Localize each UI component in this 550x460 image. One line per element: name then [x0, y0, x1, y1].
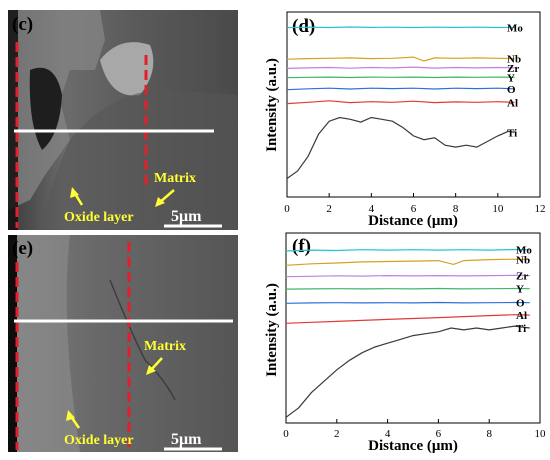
- chart-f: (f) Distance (μm) Intensity (a.u.) 0 2 4 6 8…: [264, 232, 546, 454]
- matrix-label-c: Matrix: [154, 171, 196, 186]
- series-line-mo-f: [285, 248, 530, 252]
- oxide-arrowhead-c: [70, 187, 79, 198]
- series-group-f: [285, 248, 530, 418]
- scale-bar-label-e: 5μm: [171, 431, 202, 448]
- x-tick-label-f: 2: [334, 428, 340, 440]
- matrix-surface: [40, 90, 238, 230]
- series-label-al-d: Al: [507, 97, 518, 109]
- oxide-arrowhead-e: [66, 410, 75, 421]
- series-line-zr-f: [285, 274, 530, 278]
- series-label-zr-f: Zr: [516, 271, 528, 283]
- series-label-y-d: Y: [507, 72, 515, 84]
- x-tick-label-d: 4: [369, 203, 375, 215]
- series-line-nb-d: [286, 56, 515, 62]
- series-label-o-d: O: [507, 84, 516, 96]
- series-label-ti-f: Ti: [516, 323, 526, 335]
- x-tick-label-f: 10: [535, 428, 547, 440]
- series-line-zr-d: [286, 66, 515, 69]
- sem-panel-e: (e) Matrix Oxide layer 5μm: [8, 235, 238, 452]
- panel-letter-d: (d): [292, 16, 315, 37]
- oxide-texture-e: [17, 235, 80, 452]
- series-line-al-f: [285, 314, 530, 324]
- x-axis-title-f: Distance (μm): [368, 438, 458, 454]
- panel-letter-f: (f): [292, 236, 311, 257]
- scale-bar-label-c: 5μm: [171, 208, 202, 225]
- series-line-mo-d: [286, 26, 515, 29]
- x-ticks-f: 0 2 4 6 8 10: [283, 419, 546, 440]
- x-tick-label-f: 4: [385, 428, 391, 440]
- crack-e: [109, 279, 176, 401]
- sem-panel-c: (c) Matrix Oxide layer 5μm: [8, 10, 238, 230]
- series-line-al-d: [286, 100, 515, 105]
- y-axis-title-d: Intensity (a.u.): [264, 58, 280, 152]
- particle: [100, 42, 154, 96]
- x-tick-label-d: 6: [411, 203, 417, 215]
- series-label-nb-d: Nb: [507, 54, 521, 66]
- series-label-zr-d: Zr: [507, 63, 519, 75]
- x-tick-label-d: 2: [326, 203, 332, 215]
- series-label-al-f: Al: [516, 310, 527, 322]
- oxide-label-e: Oxide layer: [64, 433, 134, 448]
- plot-frame-f: [285, 232, 541, 424]
- matrix-label-e: Matrix: [144, 339, 186, 354]
- plot-frame-d: [286, 11, 541, 198]
- series-label-mo-d: Mo: [507, 22, 523, 34]
- x-tick-label-d: 0: [284, 203, 290, 215]
- series-label-nb-f: Nb: [516, 255, 530, 267]
- y-axis-title-f: Intensity (a.u.): [264, 283, 280, 377]
- x-tick-label-f: 0: [283, 428, 289, 440]
- series-line-o-d: [286, 87, 515, 91]
- matrix-arrowhead-e: [146, 365, 156, 375]
- chart-d: (d) Distance (μm) Intensity (a.u.) 0 2 4 6 8…: [264, 11, 546, 229]
- x-tick-label-f: 8: [486, 428, 492, 440]
- oxide-label-c: Oxide layer: [64, 210, 134, 225]
- matrix-arrowhead-c: [155, 197, 165, 207]
- series-label-ti-d: Ti: [507, 127, 517, 139]
- dark-edge-strip: [8, 10, 18, 230]
- series-line-nb-f: [285, 258, 530, 266]
- series-group-d: [286, 26, 515, 179]
- series-label-o-f: O: [516, 298, 525, 310]
- series-label-y-f: Y: [516, 284, 524, 296]
- x-tick-label-d: 12: [535, 203, 546, 215]
- panel-letter-c: (c): [12, 14, 33, 35]
- x-axis-title-d: Distance (μm): [368, 213, 458, 229]
- series-line-ti-f: [285, 325, 530, 418]
- x-tick-label-d: 10: [492, 203, 504, 215]
- panel-letter-e: (e): [12, 238, 33, 259]
- dark-pit: [29, 67, 62, 150]
- series-line-ti-d: [286, 116, 515, 179]
- x-tick-label-f: 6: [436, 428, 442, 440]
- series-line-y-f: [285, 287, 530, 290]
- x-ticks-d: 0 2 4 6 8 10 12: [284, 193, 546, 215]
- x-tick-label-d: 8: [453, 203, 459, 215]
- series-line-o-f: [285, 301, 530, 304]
- dark-edge-strip-e: [8, 235, 17, 452]
- series-line-y-d: [286, 76, 515, 79]
- series-label-mo-f: Mo: [516, 245, 532, 257]
